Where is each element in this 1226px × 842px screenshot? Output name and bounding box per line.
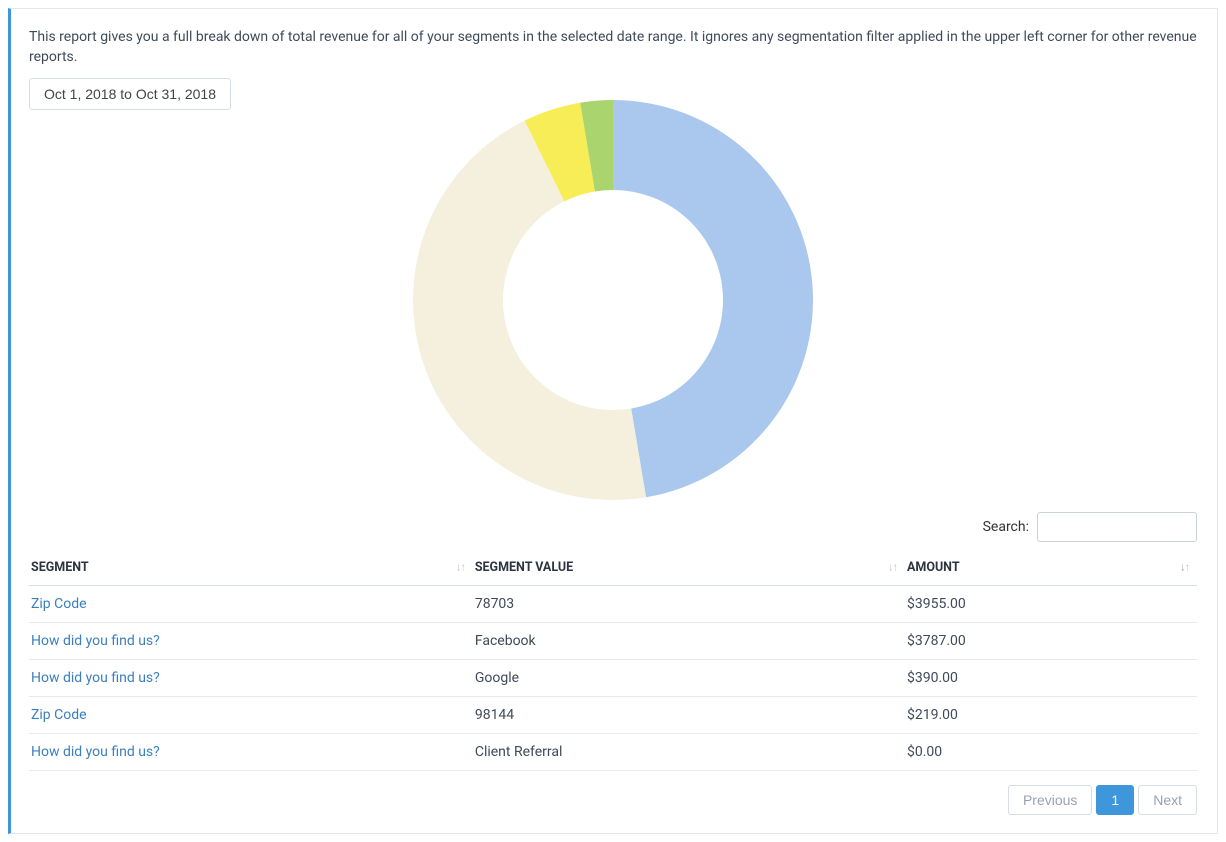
col-segment-value-label: SEGMENT VALUE: [475, 560, 573, 575]
cell-segment-value: Google: [473, 659, 905, 696]
report-panel: This report gives you a full break down …: [8, 8, 1218, 834]
col-segment[interactable]: SEGMENT ↓↑: [29, 550, 473, 586]
col-amount-label: AMOUNT: [907, 560, 960, 575]
donut-chart: [413, 100, 813, 500]
table-body: Zip Code78703$3955.00How did you find us…: [29, 585, 1197, 770]
next-button[interactable]: Next: [1138, 785, 1197, 815]
sort-icon: ↓↑: [888, 562, 897, 573]
table-row: How did you find us?Facebook$3787.00: [29, 622, 1197, 659]
cell-segment[interactable]: Zip Code: [29, 696, 473, 733]
cell-amount: $219.00: [905, 696, 1197, 733]
cell-amount: $0.00: [905, 733, 1197, 770]
col-amount[interactable]: AMOUNT ↓↑: [905, 550, 1197, 586]
cell-segment[interactable]: How did you find us?: [29, 659, 473, 696]
table-row: How did you find us?Google$390.00: [29, 659, 1197, 696]
page-1-button[interactable]: 1: [1096, 785, 1134, 815]
search-input[interactable]: [1037, 512, 1197, 542]
cell-segment-value: Facebook: [473, 622, 905, 659]
cell-segment-value: Client Referral: [473, 733, 905, 770]
donut-chart-container: [29, 100, 1197, 500]
sort-icon: ↓↑: [456, 562, 465, 573]
cell-amount: $390.00: [905, 659, 1197, 696]
segments-table: SEGMENT ↓↑ SEGMENT VALUE ↓↑ AMOUNT ↓↑ Zi…: [29, 550, 1197, 771]
cell-segment[interactable]: Zip Code: [29, 585, 473, 622]
table-row: Zip Code78703$3955.00: [29, 585, 1197, 622]
sort-desc-icon: ↓↑: [1180, 562, 1189, 573]
cell-amount: $3955.00: [905, 585, 1197, 622]
date-range-button[interactable]: Oct 1, 2018 to Oct 31, 2018: [29, 78, 231, 110]
search-row: Search:: [29, 512, 1197, 542]
col-segment-value[interactable]: SEGMENT VALUE ↓↑: [473, 550, 905, 586]
table-row: Zip Code98144$219.00: [29, 696, 1197, 733]
cell-segment[interactable]: How did you find us?: [29, 622, 473, 659]
table-row: How did you find us?Client Referral$0.00: [29, 733, 1197, 770]
cell-segment[interactable]: How did you find us?: [29, 733, 473, 770]
table-header-row: SEGMENT ↓↑ SEGMENT VALUE ↓↑ AMOUNT ↓↑: [29, 550, 1197, 586]
cell-amount: $3787.00: [905, 622, 1197, 659]
pagination: Previous 1 Next: [29, 785, 1197, 815]
search-label: Search:: [983, 519, 1029, 535]
previous-button[interactable]: Previous: [1008, 785, 1092, 815]
donut-slice[interactable]: [613, 100, 813, 497]
col-segment-label: SEGMENT: [31, 560, 89, 575]
report-description: This report gives you a full break down …: [29, 27, 1197, 68]
cell-segment-value: 98144: [473, 696, 905, 733]
cell-segment-value: 78703: [473, 585, 905, 622]
